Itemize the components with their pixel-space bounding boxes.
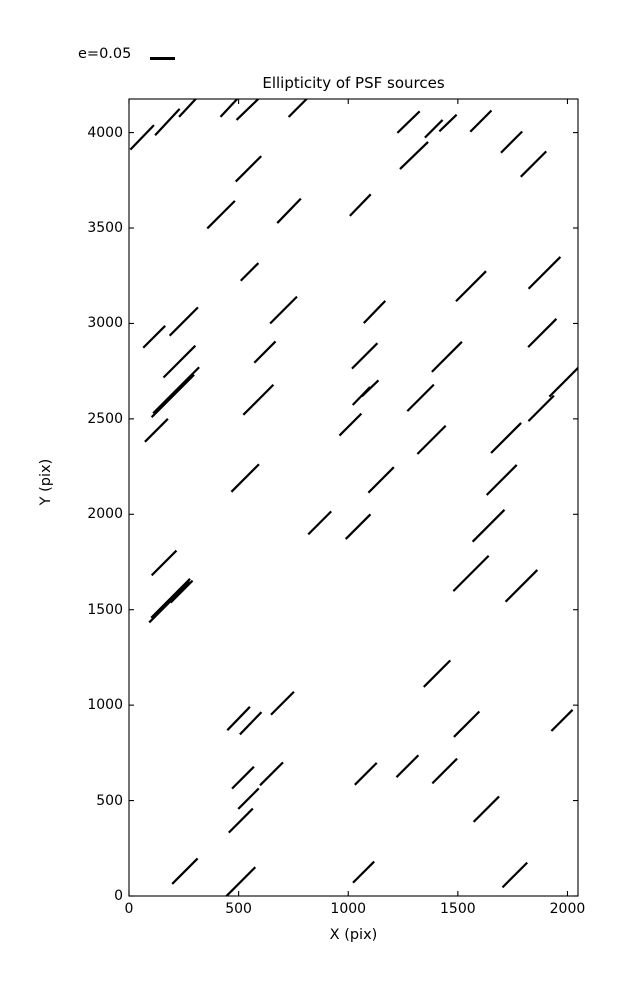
whisker-segment xyxy=(431,341,463,373)
whisker-segment xyxy=(351,342,379,370)
whisker-segment xyxy=(472,795,500,823)
whisker-segment xyxy=(471,509,506,543)
whisker-segment xyxy=(527,256,562,290)
whisker-segment xyxy=(485,464,518,496)
whisker-segment xyxy=(527,318,558,348)
legend-label: e=0.05 xyxy=(78,46,132,62)
whisker-segment xyxy=(338,412,363,437)
reference-whisker-icon xyxy=(150,57,175,60)
whisker-segment xyxy=(452,555,490,592)
whisker-segment xyxy=(504,569,539,603)
whisker-segment xyxy=(150,373,195,418)
whisker-segment xyxy=(235,99,260,121)
whisker-segment xyxy=(519,150,547,178)
whisker-segment xyxy=(226,706,251,731)
y-tick-label: 4000 xyxy=(87,124,123,141)
y-tick-label: 3000 xyxy=(87,315,123,332)
y-tick-label: 1000 xyxy=(87,697,123,714)
x-tick-label: 2000 xyxy=(549,901,586,917)
y-tick-label: 0 xyxy=(114,888,123,904)
whisker-segment xyxy=(154,108,181,137)
whisker-segment xyxy=(178,99,198,118)
whisker-series xyxy=(129,99,578,896)
whisker-segment xyxy=(168,306,199,337)
whisker-segment xyxy=(344,513,372,540)
axis-ticks xyxy=(128,99,578,897)
whisker-segment xyxy=(270,690,295,716)
whisker-segment xyxy=(349,193,372,217)
whisker-segment xyxy=(162,344,197,379)
y-tick-label: 500 xyxy=(96,792,123,809)
whisker-segment xyxy=(234,155,262,183)
whisker-segment xyxy=(276,197,302,224)
whisker-segment xyxy=(259,761,284,787)
whisker-segment xyxy=(422,659,452,688)
y-tick-label: 3500 xyxy=(87,220,123,237)
y-tick-label: 1500 xyxy=(87,601,123,618)
x-tick-label: 1500 xyxy=(440,901,476,917)
x-tick-label: 1000 xyxy=(330,901,367,917)
whisker-segment xyxy=(352,860,375,884)
x-tick-label: 0 xyxy=(124,901,134,917)
x-tick-label: 500 xyxy=(225,901,252,917)
whisker-segment xyxy=(307,510,333,536)
whisker-segment xyxy=(455,270,487,303)
whisker-segment xyxy=(169,579,194,604)
whisker-segment xyxy=(399,141,429,170)
whisker-segment xyxy=(148,580,191,624)
whisker-segment xyxy=(500,130,523,154)
whisker-segment xyxy=(253,340,277,364)
whisker-segment xyxy=(395,754,420,778)
whisker-segment xyxy=(367,466,395,494)
whisker-segment xyxy=(171,857,199,885)
whisker-segment xyxy=(206,200,236,230)
whisker-segment xyxy=(228,807,254,834)
whisker-segment xyxy=(453,710,481,738)
whisker-segment xyxy=(150,549,178,577)
whisker-segment xyxy=(144,418,169,443)
whisker-segment xyxy=(237,787,260,810)
whisker-segment xyxy=(150,578,191,619)
whisker-segment xyxy=(548,366,578,398)
whisker-segment xyxy=(438,113,458,133)
whisker-segment xyxy=(361,379,380,398)
whisker-segment xyxy=(550,709,574,732)
page-title: Ellipticity of PSF sources xyxy=(262,74,445,92)
whisker-segment xyxy=(142,325,166,349)
y-tick-label: 2000 xyxy=(87,506,123,523)
whisker-segment xyxy=(225,866,257,896)
whisker-segment xyxy=(269,295,298,325)
whisker-segment xyxy=(152,366,200,414)
whisker-segment xyxy=(239,262,260,282)
whisker-segment xyxy=(431,757,458,785)
whisker-segment xyxy=(396,110,421,134)
x-axis-label: X (pix) xyxy=(329,927,378,943)
whisker-segment xyxy=(406,383,435,412)
whisker-segment xyxy=(239,711,263,736)
whisker-segment xyxy=(287,99,308,118)
whisker-segment xyxy=(490,422,522,454)
whisker-segment xyxy=(129,124,155,151)
whisker-segment xyxy=(231,765,255,790)
whisker-segment xyxy=(242,383,275,416)
whisker-segment xyxy=(230,463,260,493)
whisker-segment xyxy=(501,861,529,889)
whisker-segment xyxy=(469,109,493,133)
y-axis-label: Y (pix) xyxy=(38,458,54,506)
whisker-segment xyxy=(416,424,447,455)
axes-frame xyxy=(128,98,579,897)
whisker-segment xyxy=(527,394,555,422)
y-tick-label: 2500 xyxy=(87,410,123,427)
whisker-segment xyxy=(354,762,378,786)
whisker-segment xyxy=(424,119,444,139)
whisker-segment xyxy=(219,99,239,118)
whisker-segment xyxy=(362,300,387,324)
